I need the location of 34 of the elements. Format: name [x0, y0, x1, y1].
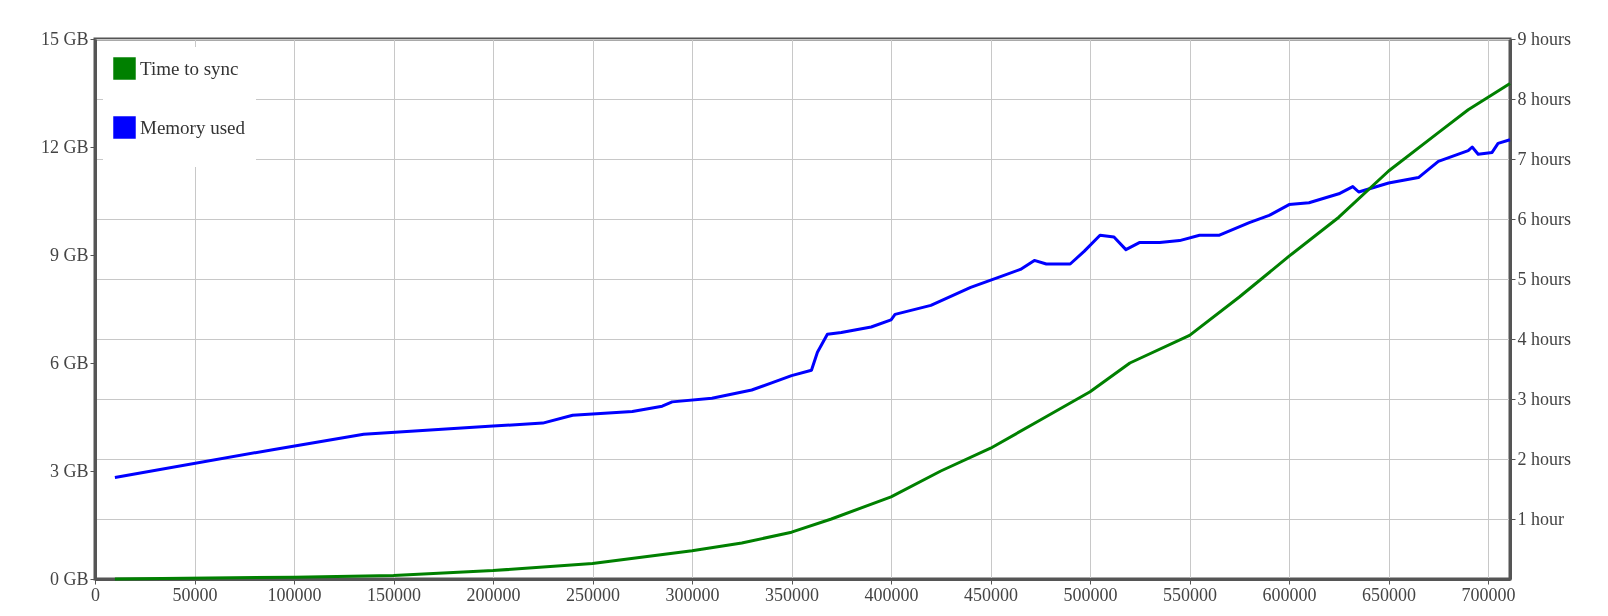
x-tick-label: 0: [91, 584, 100, 605]
x-tick-label: 450000: [964, 584, 1019, 605]
legend-label: Memory used: [140, 116, 246, 138]
x-tick-label: 400000: [864, 584, 919, 605]
x-tick-label: 500000: [1063, 584, 1118, 605]
y2-tick-label: 6 hours: [1517, 208, 1571, 229]
x-tick-label: 50000: [172, 584, 218, 605]
x-tick-label: 600000: [1262, 584, 1317, 605]
y2-tick-label: 4 hours: [1517, 328, 1571, 349]
x-tick-label: 100000: [267, 584, 322, 605]
x-tick-label: 700000: [1461, 584, 1516, 605]
y2-tick-label: 8 hours: [1517, 88, 1571, 109]
x-tick-label: 350000: [765, 584, 820, 605]
y2-tick-label: 9 hours: [1517, 28, 1571, 49]
x-tick-label: 250000: [566, 584, 621, 605]
x-tick-label: 150000: [367, 584, 422, 605]
x-tick-label: 300000: [665, 584, 720, 605]
y-tick-label: 3 GB: [49, 460, 89, 481]
x-tick-label: 650000: [1362, 584, 1417, 605]
y-tick-label: 12 GB: [40, 136, 89, 157]
y-tick-label: 9 GB: [49, 244, 89, 265]
y-tick-label: 0 GB: [49, 568, 89, 589]
y2-tick-label: 7 hours: [1517, 148, 1571, 169]
y2-tick-label: 3 hours: [1517, 388, 1571, 409]
legend-label: Time to sync: [140, 57, 239, 79]
y2-tick-label: 1 hour: [1517, 508, 1564, 529]
y2-tick-label: 5 hours: [1517, 268, 1571, 289]
x-tick-label: 200000: [466, 584, 521, 605]
y-tick-label: 15 GB: [40, 28, 89, 49]
y-tick-label: 6 GB: [49, 352, 89, 373]
x-tick-label: 550000: [1163, 584, 1218, 605]
y2-tick-label: 2 hours: [1517, 448, 1571, 469]
line-series: [113, 138, 1512, 479]
line-series: [113, 81, 1512, 581]
